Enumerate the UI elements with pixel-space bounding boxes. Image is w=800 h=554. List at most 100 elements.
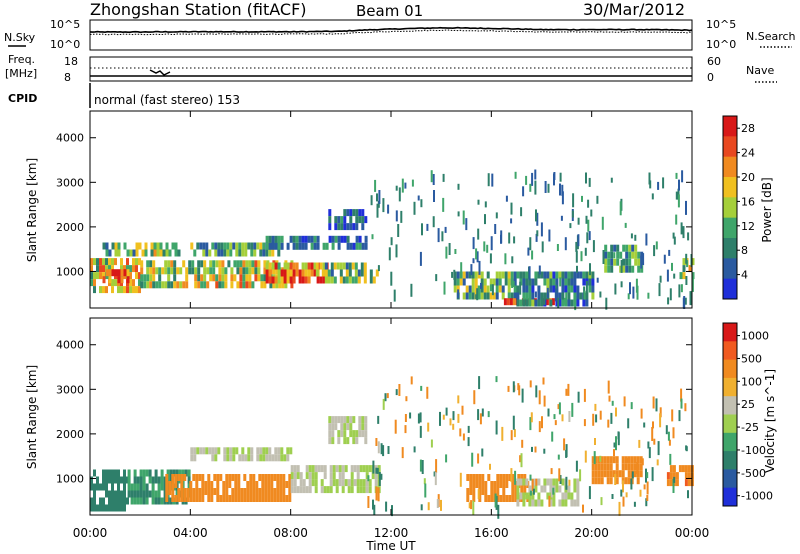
- data-cell: [145, 497, 149, 505]
- data-cell: [570, 271, 574, 279]
- data-cell: [331, 437, 335, 445]
- data-cell: [263, 267, 267, 275]
- data-cell: [208, 249, 212, 257]
- colorbar-segment: [723, 217, 737, 239]
- scatter-cell: [672, 427, 675, 439]
- data-cell: [93, 272, 96, 280]
- data-cell: [472, 488, 476, 495]
- data-cell: [214, 447, 218, 455]
- data-cell: [225, 495, 229, 502]
- data-cell: [105, 490, 108, 498]
- data-cell: [183, 488, 187, 495]
- data-cell: [561, 492, 565, 500]
- data-cell: [522, 299, 526, 307]
- data-cell: [573, 292, 577, 300]
- data-cell: [177, 249, 181, 257]
- scatter-cell: [481, 448, 484, 457]
- scatter-cell: [622, 496, 625, 507]
- power-ylabel: Slant Range [km]: [25, 158, 39, 262]
- data-cell: [320, 486, 324, 494]
- data-cell: [570, 499, 574, 507]
- scatter-cell: [666, 269, 669, 282]
- data-cell: [138, 279, 141, 287]
- scatter-cell: [579, 469, 582, 482]
- data-cell: [273, 488, 277, 495]
- y-tick-label: 1000: [56, 472, 84, 485]
- data-cell: [232, 242, 236, 250]
- data-cell: [358, 235, 362, 243]
- data-cell: [484, 495, 488, 502]
- data-cell: [487, 495, 491, 502]
- data-cell: [256, 447, 260, 455]
- y-tick-label: 4000: [56, 339, 84, 352]
- data-cell: [516, 492, 520, 500]
- data-cell: [627, 463, 631, 471]
- data-cell: [242, 281, 246, 289]
- scatter-cell: [490, 236, 493, 251]
- scatter-cell: [574, 296, 577, 311]
- data-cell: [684, 465, 688, 473]
- data-cell: [268, 276, 272, 284]
- data-cell: [603, 456, 607, 464]
- data-cell: [616, 258, 620, 266]
- data-cell: [332, 479, 336, 487]
- data-cell: [105, 476, 108, 484]
- data-cell: [228, 474, 232, 481]
- data-cell: [537, 492, 541, 500]
- data-cell: [140, 281, 144, 289]
- data-cell: [177, 488, 181, 495]
- scatter-cell: [680, 388, 683, 402]
- cpid-mode: normal (fast stereo) 153: [94, 93, 240, 107]
- scatter-cell: [375, 438, 378, 446]
- data-cell: [139, 476, 143, 484]
- scatter-cell: [620, 489, 623, 497]
- scatter-cell: [599, 410, 602, 420]
- scatter-cell: [653, 245, 656, 257]
- scatter-cell: [599, 291, 602, 298]
- data-cell: [612, 456, 616, 464]
- data-cell: [123, 490, 126, 498]
- data-cell: [108, 276, 112, 284]
- data-cell: [182, 281, 186, 289]
- data-cell: [114, 504, 117, 512]
- data-cell: [561, 285, 565, 293]
- data-cell: [353, 479, 357, 487]
- data-cell: [343, 423, 347, 431]
- data-cell: [152, 274, 156, 282]
- data-cell: [313, 262, 317, 270]
- data-cell: [90, 265, 93, 273]
- data-cell: [356, 472, 360, 480]
- data-cell: [591, 477, 595, 485]
- colorbar-segment: [723, 177, 737, 198]
- scatter-cell: [582, 504, 584, 513]
- data-cell: [528, 292, 532, 300]
- scatter-cell: [595, 414, 598, 423]
- data-cell: [242, 260, 246, 268]
- data-cell: [343, 209, 347, 217]
- data-cell: [240, 488, 244, 495]
- scatter-cell: [620, 259, 623, 273]
- data-cell: [154, 497, 158, 505]
- data-cell: [111, 476, 114, 484]
- data-cell: [355, 209, 359, 217]
- data-cell: [331, 235, 335, 243]
- scatter-cell: [565, 449, 568, 458]
- data-cell: [346, 223, 350, 231]
- data-cell: [315, 262, 319, 270]
- data-cell: [324, 276, 328, 284]
- data-cell: [148, 476, 152, 484]
- data-cell: [369, 269, 373, 277]
- data-cell: [117, 497, 120, 505]
- data-cell: [93, 286, 96, 294]
- scatter-cell: [512, 381, 515, 393]
- scatter-cell: [430, 439, 433, 448]
- scatter-cell: [673, 273, 676, 279]
- scatter-cell: [627, 293, 630, 300]
- data-cell: [304, 262, 308, 270]
- data-cell: [250, 454, 254, 462]
- data-cell: [271, 276, 275, 284]
- scatter-cell: [542, 377, 545, 385]
- data-cell: [243, 495, 247, 502]
- data-cell: [615, 456, 619, 464]
- data-cell: [114, 469, 117, 477]
